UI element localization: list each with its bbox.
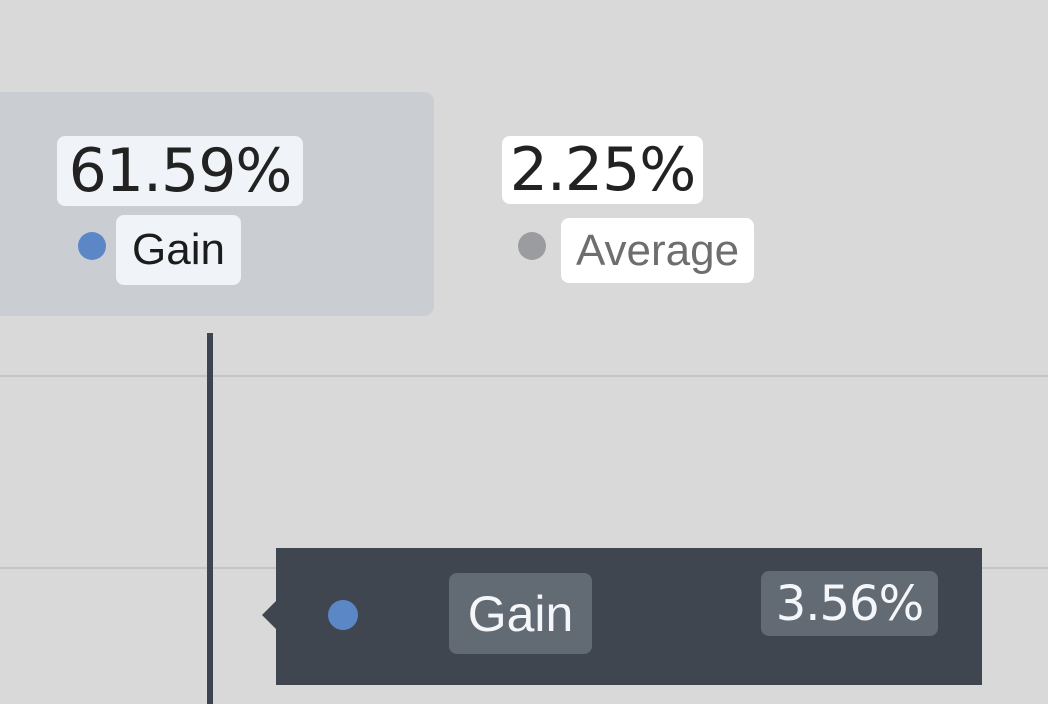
average-label: Average [561,218,754,283]
average-value: 2.25% [502,135,703,205]
tooltip-label: Gain [449,573,592,654]
tooltip-value: 3.56% [761,571,938,636]
tooltip-arrow [262,601,276,629]
gain-label: Gain [116,215,241,285]
gain-value: 61.59% [57,136,303,206]
tooltip-series-dot-icon [328,600,358,630]
gridline [0,375,1048,377]
hover-cursor-line [207,333,213,704]
average-series-dot-icon [518,232,546,260]
gain-series-dot-icon [78,232,106,260]
